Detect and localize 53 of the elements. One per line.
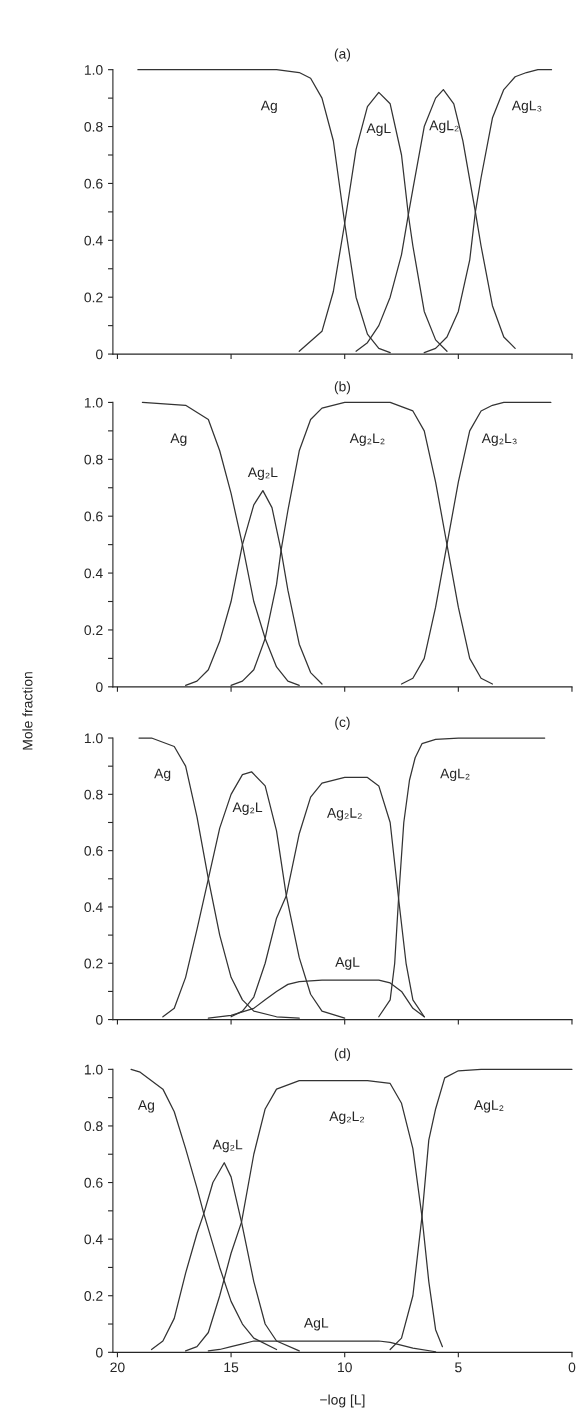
series-label: AgL₂ — [429, 120, 459, 134]
y-tick-label: 0 — [95, 1347, 103, 1358]
y-tick-label: 0.8 — [84, 1121, 103, 1132]
y-tick-label: 0 — [95, 349, 103, 360]
x-tick-label: 20 — [110, 1362, 125, 1373]
series-label: AgL₃ — [511, 100, 542, 114]
chart-title: (b) — [334, 381, 351, 395]
y-tick-label: 0.6 — [84, 845, 103, 856]
y-tick-label: 1.0 — [84, 397, 103, 408]
y-tick-label: 0.8 — [84, 121, 103, 132]
chart-title: (a) — [334, 48, 351, 62]
series-label: Ag — [137, 1100, 155, 1113]
y-tick-label: 0.6 — [84, 511, 103, 522]
series-label: AgL — [303, 1318, 329, 1331]
y-tick-label: 0.4 — [84, 1234, 103, 1245]
y-tick-label: 1.0 — [84, 65, 103, 75]
y-tick-label: 0.6 — [84, 1177, 103, 1188]
y-tick-label: 0.8 — [84, 454, 103, 465]
text: Ag₂L₂ — [329, 1111, 365, 1124]
y-tick-label: 1.0 — [84, 1064, 103, 1075]
chart-title: (c) — [335, 716, 350, 730]
series-label: Ag₂L — [247, 467, 278, 480]
y-tick-label: 0.8 — [84, 789, 103, 800]
x-tick-label: 10 — [338, 1362, 352, 1373]
series-label: Ag₂L₃ — [481, 433, 517, 446]
y-tick-label: 0.2 — [84, 958, 103, 969]
text: AgL₂ — [473, 1100, 504, 1113]
series-label: Ag₂L₂ — [326, 808, 362, 821]
y-tick-label: 0.6 — [84, 178, 103, 189]
y-tick-label: 0.4 — [84, 902, 103, 913]
series-label: Ag₂L — [212, 1139, 243, 1153]
x-tick-label: 5 — [455, 1362, 462, 1373]
y-tick-label: 0.4 — [84, 235, 103, 246]
y-tick-label: 0.2 — [84, 625, 103, 636]
text: Ag — [260, 100, 277, 114]
series-label: Ag — [170, 433, 187, 446]
y-axis-title: Mole fraction — [22, 672, 33, 750]
y-tick-label: 0 — [95, 682, 103, 692]
x-tick-label: 0 — [568, 1362, 576, 1373]
y-tick-label: 1.0 — [84, 733, 103, 744]
x-tick-label: 15 — [224, 1362, 239, 1373]
chart-title: (d) — [334, 1048, 351, 1062]
text: Ag₂L₂ — [349, 433, 385, 446]
series-label: Ag₂L — [232, 802, 263, 815]
y-tick-label: 0.4 — [84, 568, 103, 579]
y-tick-label: 0.2 — [84, 292, 103, 303]
series-label: AgL₂ — [440, 768, 470, 782]
y-tick-label: 0.2 — [84, 1291, 103, 1301]
series-label: AgL — [335, 957, 360, 970]
y-tick-label: 0 — [95, 1014, 103, 1025]
x-axis-title: −log [L] — [320, 1394, 365, 1408]
series-label: Ag — [154, 768, 171, 782]
series-label: AgL — [366, 123, 391, 136]
